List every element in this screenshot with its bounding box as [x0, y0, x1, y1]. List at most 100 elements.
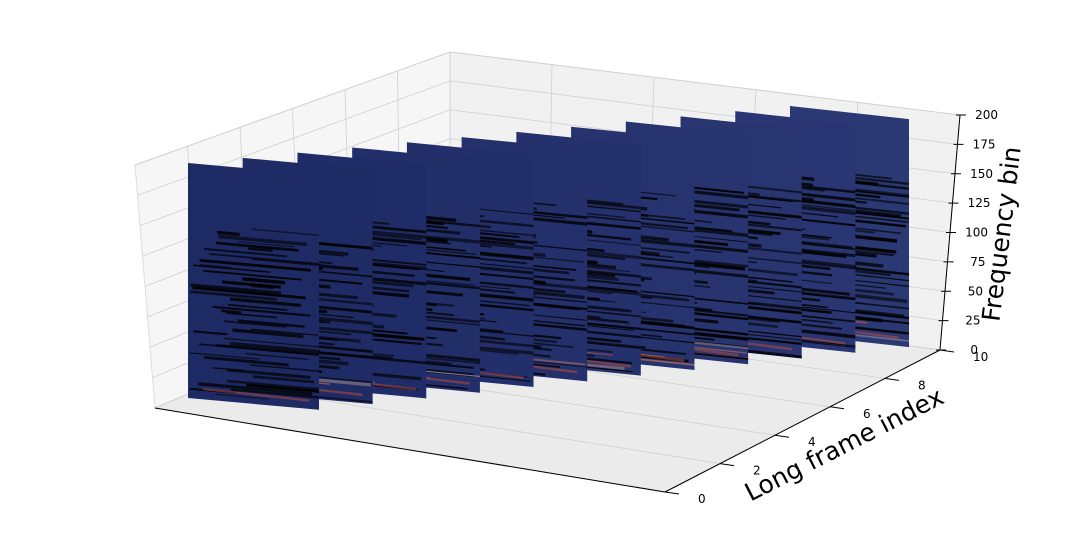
z-tick-label: 25 — [965, 314, 980, 328]
spectral-band — [193, 264, 271, 273]
spectral-band — [237, 241, 295, 248]
y-tick-label: 4 — [808, 435, 816, 449]
spectral-band — [679, 295, 749, 305]
z-tick-label: 125 — [968, 196, 991, 210]
spectral-band — [193, 330, 228, 336]
z-tick-label: 50 — [968, 284, 983, 298]
y-tick-label: 6 — [863, 407, 871, 421]
spectral-band — [522, 210, 588, 219]
spectral-band — [575, 321, 641, 331]
spectral-band — [306, 325, 373, 335]
z-tick-label: 100 — [965, 226, 988, 240]
spectral-band — [223, 320, 287, 328]
spectral-band — [623, 237, 695, 248]
spectral-band — [734, 208, 802, 219]
spectral-band — [250, 328, 319, 336]
spectral-band — [249, 364, 319, 372]
spectral-band — [630, 347, 687, 356]
y-tick-label: 10 — [973, 350, 988, 364]
spectral-band — [577, 222, 641, 230]
spectral-band — [842, 315, 909, 325]
y-tick-label: 2 — [753, 464, 761, 478]
spectral-band — [739, 256, 802, 265]
spectral-band — [794, 340, 856, 348]
spectral-band — [411, 250, 480, 260]
spectral-band — [217, 230, 240, 237]
spectral-band — [465, 240, 534, 251]
spectral-band — [189, 352, 261, 360]
spectral-band — [463, 271, 534, 281]
spectral-band — [227, 379, 319, 391]
spectrogram-panels — [188, 106, 909, 410]
spectral-band — [252, 375, 315, 384]
spectral-band — [232, 328, 304, 339]
spectral-band — [212, 305, 311, 317]
spectral-band — [787, 204, 856, 216]
spectral-band — [248, 247, 273, 252]
spectral-band — [226, 312, 277, 319]
spectral-band — [252, 228, 319, 236]
y-tick — [774, 434, 790, 438]
spectral-band — [738, 336, 802, 345]
spectral-band — [221, 309, 242, 314]
spectral-band — [218, 234, 308, 247]
spectral-band — [681, 198, 749, 209]
spectral-band — [734, 332, 802, 341]
spectral-band — [684, 234, 749, 243]
y-tick — [664, 491, 680, 495]
spectral-band — [631, 320, 695, 330]
y-tick — [884, 377, 900, 381]
spectrogram-panel — [188, 163, 319, 410]
spectral-band — [524, 360, 588, 368]
spectral-band — [230, 388, 319, 399]
z-tick-label: 150 — [970, 167, 993, 181]
spectral-band — [677, 188, 749, 200]
spectral-band — [199, 258, 311, 272]
spectral-band — [192, 286, 306, 300]
spectral-band — [414, 280, 480, 290]
spectral-band — [467, 256, 527, 265]
y-tick — [719, 463, 735, 467]
spectral-band — [230, 341, 319, 354]
spectral-band — [683, 258, 749, 268]
spectral-band — [845, 189, 909, 198]
spectral-band — [242, 277, 286, 285]
spectral-band — [226, 368, 311, 380]
spectral-band — [786, 257, 856, 268]
spectral-band — [357, 235, 427, 246]
z-tick-label: 200 — [975, 108, 998, 122]
spectral-band — [631, 252, 674, 259]
z-axis-ticks: 0 25 50 75 100 125 150 175 200 — [936, 108, 998, 357]
spectral-band — [224, 337, 319, 348]
y-tick — [829, 406, 845, 410]
spectral-band — [215, 241, 299, 252]
spectral-band — [215, 393, 270, 400]
spectral-band — [625, 288, 695, 298]
spectral-band — [246, 383, 319, 393]
z-tick-label: 175 — [973, 137, 996, 151]
y-tick-label: 8 — [918, 378, 926, 392]
spectral-band — [198, 382, 313, 396]
spectral-band — [230, 297, 301, 307]
spectral-band — [190, 283, 282, 295]
spectral-band — [200, 264, 232, 269]
spectral-band — [227, 303, 288, 311]
spectral-band — [251, 258, 319, 267]
spectral-band — [190, 290, 277, 301]
spectral-band — [304, 304, 373, 314]
spectral-band — [572, 277, 641, 287]
spectral-band — [204, 247, 287, 258]
spectral-band — [203, 355, 289, 367]
spectral-band — [359, 224, 427, 234]
spectral-band — [844, 300, 909, 310]
spectral-band — [784, 337, 856, 347]
spectral-band — [245, 352, 309, 360]
spectral-band — [521, 289, 585, 300]
spectral-band — [678, 339, 749, 350]
spectral-band — [686, 225, 733, 233]
spectral-band — [238, 319, 305, 328]
y-tick-label: 0 — [698, 492, 706, 506]
spectral-band — [203, 269, 302, 281]
